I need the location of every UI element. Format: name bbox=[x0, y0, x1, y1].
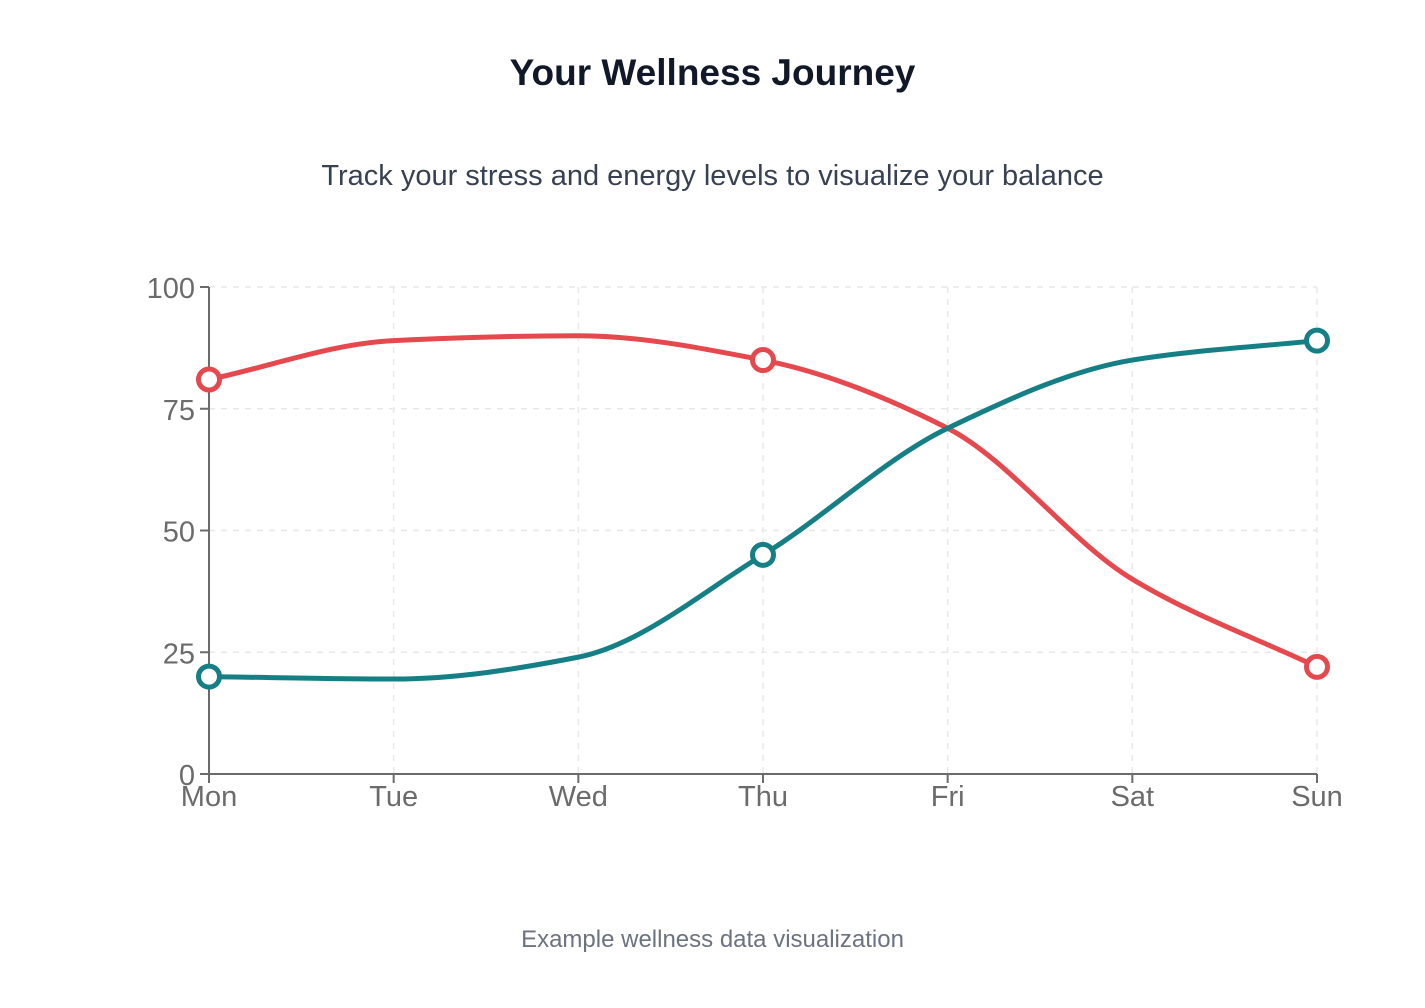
x-tick-label: Sat bbox=[1111, 781, 1155, 813]
chart-footnote: Example wellness data visualization bbox=[521, 926, 904, 953]
y-tick-label: 100 bbox=[147, 273, 195, 305]
data-point-energy bbox=[196, 663, 222, 690]
y-tick-label: 25 bbox=[163, 638, 195, 670]
chart-title: Your Wellness Journey bbox=[509, 52, 916, 93]
x-tick-label: Wed bbox=[549, 781, 608, 813]
data-point-energy bbox=[1304, 327, 1330, 354]
x-tick-label: Fri bbox=[931, 781, 965, 813]
x-tick-label: Sun bbox=[1291, 781, 1343, 813]
data-point-energy bbox=[750, 541, 776, 568]
y-tick-label: 50 bbox=[163, 517, 195, 549]
data-point-stress bbox=[196, 366, 222, 393]
axes: 0 25 50 75 100 Mon Tue Wed Thu Fri Sat Sun bbox=[147, 273, 1343, 813]
x-tick-label: Mon bbox=[181, 781, 237, 813]
chart-subtitle: Track your stress and energy levels to v… bbox=[321, 160, 1104, 192]
x-tick-label: Tue bbox=[369, 781, 418, 813]
data-point-stress bbox=[1304, 653, 1330, 680]
grid-lines bbox=[209, 286, 1318, 774]
y-tick-label: 0 bbox=[179, 760, 195, 792]
x-tick-label: Thu bbox=[738, 781, 788, 813]
data-point-stress bbox=[750, 347, 776, 374]
y-tick-label: 75 bbox=[163, 395, 195, 427]
series-markers bbox=[196, 327, 1330, 690]
